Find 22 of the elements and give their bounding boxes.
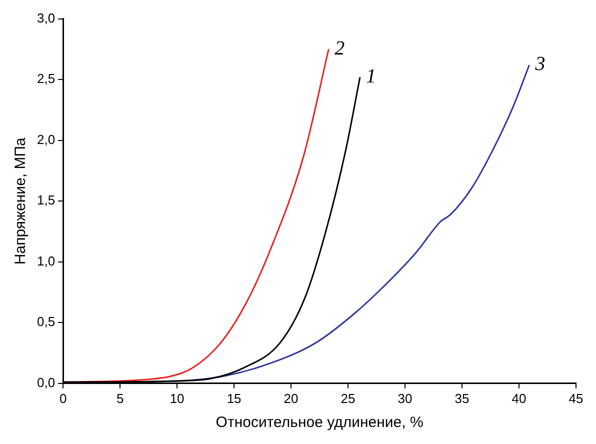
series-label: 2 [334, 37, 345, 60]
y-tick-label: 1,5 [36, 192, 56, 208]
y-tick-label: 2,0 [36, 132, 56, 147]
x-tick-label: 30 [398, 390, 412, 406]
x-tick-label: 20 [284, 390, 298, 406]
series-label: 1 [366, 65, 376, 88]
y-axis-title: Напряжение, МПа [12, 136, 30, 265]
x-tick-label: 10 [170, 390, 184, 406]
x-tick-label: 25 [340, 390, 356, 406]
y-tick-label: 0,0 [36, 374, 56, 390]
x-tick-label: 35 [454, 390, 470, 406]
x-tick-label: 0 [59, 390, 67, 406]
y-tick-label: 2,5 [36, 71, 56, 86]
x-axis-title: Относительное удлинение, % [216, 414, 424, 432]
series-label: 3 [534, 53, 546, 76]
y-tick-label: 3,0 [36, 10, 56, 26]
x-tick-label: 5 [116, 390, 124, 406]
y-tick-label: 0,5 [36, 314, 56, 330]
x-tick-label: 15 [226, 390, 242, 406]
x-tick-label: 45 [568, 390, 584, 406]
x-tick-label: 40 [512, 390, 526, 406]
y-tick-label: 1,0 [36, 253, 56, 268]
